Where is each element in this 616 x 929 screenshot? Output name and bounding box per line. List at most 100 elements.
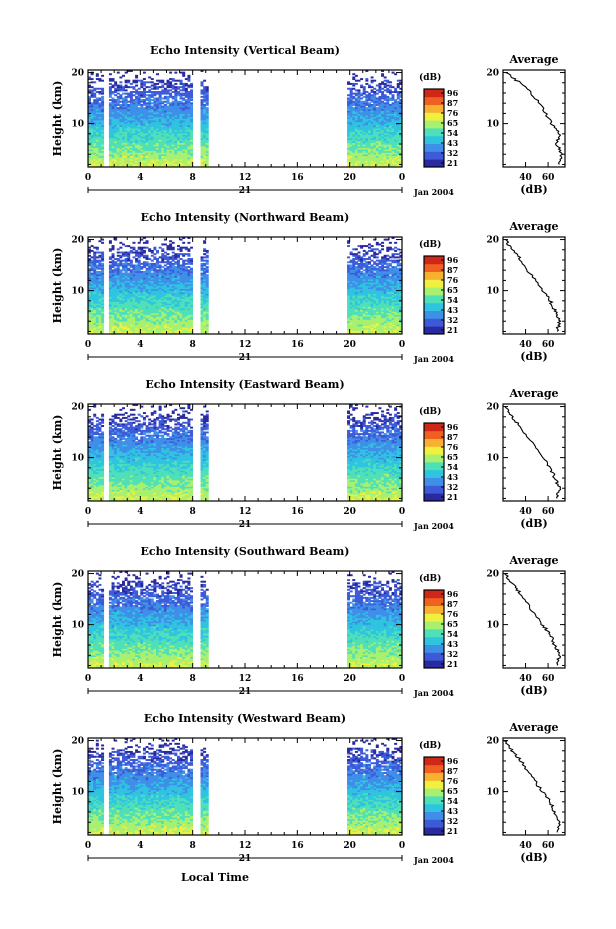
x-tick-label: 4 [137, 841, 143, 851]
colorbar-tick-label: 32 [447, 649, 458, 659]
colorbar-tick-label: 87 [447, 432, 458, 442]
avg-x-tick-label: 40 [519, 173, 532, 183]
colorbar-tick-label: 43 [447, 138, 459, 148]
colorbar-unit: (dB) [419, 72, 441, 83]
y-axis-label: Height (km) [51, 415, 64, 491]
colorbar-tick-label: 87 [447, 98, 458, 108]
x-tick-label: 0 [399, 173, 405, 183]
colorbar-tick-label: 96 [447, 589, 459, 599]
x-tick-label: 8 [190, 173, 196, 183]
x-tick-label: 16 [291, 507, 304, 517]
avg-x-tick-label: 40 [519, 340, 532, 350]
x-tick-label: 12 [239, 173, 252, 183]
colorbar-unit: (dB) [419, 406, 441, 417]
x-tick-label: 8 [190, 507, 196, 517]
y-tick-label: 10 [71, 120, 84, 130]
y-axis-label: Height (km) [51, 81, 64, 157]
x-tick-label: 20 [343, 507, 356, 517]
colorbar-tick-label: 87 [447, 766, 458, 776]
y-tick-label: 20 [71, 69, 84, 79]
y-ticks [88, 573, 402, 666]
average-title: Average [508, 721, 558, 734]
colorbar-tick-label: 54 [447, 128, 459, 138]
average-panel: Average 20 10 40 60(dB) [486, 554, 566, 697]
day-label: 21 [239, 520, 252, 530]
y-ticks [88, 740, 402, 833]
colorbar-tick-label: 43 [447, 472, 459, 482]
x-tick-label: 0 [399, 340, 405, 350]
avg-y-tick-label: 10 [486, 621, 499, 631]
average-frame [502, 236, 566, 335]
avg-y-tick-label: 20 [486, 69, 499, 79]
avg-y-tick-label: 20 [486, 403, 499, 413]
x-tick-label: 20 [343, 674, 356, 684]
colorbar-tick-label: 76 [447, 108, 459, 118]
average-title: Average [508, 220, 558, 233]
colorbar-tick-label: 21 [447, 325, 458, 335]
colorbar-tick-label: 43 [447, 305, 459, 315]
colorbar-tick-label: 65 [447, 285, 458, 295]
y-axis-label: Height (km) [51, 749, 64, 825]
colorbar-tick-label: 87 [447, 265, 458, 275]
colorbar-tick-label: 54 [447, 462, 459, 472]
panel-title: Echo Intensity (Northward Beam) [141, 211, 350, 224]
average-panel: Average 20 10 40 60(dB) [486, 721, 566, 864]
colorbar-tick-label: 96 [447, 88, 459, 98]
x-tick-label: 8 [190, 841, 196, 851]
panel-4: Echo Intensity (Westward Beam) 0 4 8 12 16 20 0… [51, 712, 566, 884]
x-tick-label: 0 [85, 507, 91, 517]
x-tick-label: 16 [291, 674, 304, 684]
y-tick-label: 20 [71, 236, 84, 246]
colorbar-tick-label: 32 [447, 315, 458, 325]
avg-y-tick-label: 20 [486, 236, 499, 246]
average-frame [502, 737, 566, 836]
avg-x-axis-label: (dB) [520, 851, 547, 864]
day-label: 21 [239, 854, 252, 864]
y-tick-label: 10 [71, 788, 84, 798]
avg-y-tick-label: 20 [486, 570, 499, 580]
panel-title: Echo Intensity (Vertical Beam) [150, 44, 340, 57]
average-profile-line [505, 72, 564, 165]
panel-title: Echo Intensity (Eastward Beam) [145, 378, 344, 391]
colorbar-tick-label: 96 [447, 756, 459, 766]
colorbar-tick-label: 32 [447, 148, 458, 158]
colorbar-tick-label: 32 [447, 482, 458, 492]
y-tick-label: 20 [71, 570, 84, 580]
y-ticks [88, 406, 402, 499]
colorbar-tick-label: 21 [447, 659, 458, 669]
panel-title: Echo Intensity (Westward Beam) [144, 712, 346, 725]
x-tick-label: 0 [399, 507, 405, 517]
colorbar-tick-label: 32 [447, 816, 458, 826]
x-tick-label: 20 [343, 841, 356, 851]
avg-y-tick-label: 20 [486, 737, 499, 747]
average-panel: Average 20 10 40 60(dB) [486, 53, 566, 196]
colorbar-tick-label: 54 [447, 295, 459, 305]
colorbar-tick-label: 96 [447, 422, 459, 432]
x-tick-label: 16 [291, 340, 304, 350]
date-label: Jan 2004 [413, 354, 454, 364]
average-profile-line [504, 406, 562, 499]
average-frame [502, 403, 566, 502]
x-tick-label: 16 [291, 173, 304, 183]
y-axis-label: Height (km) [51, 582, 64, 658]
average-panel: Average 20 10 40 60(dB) [486, 387, 566, 530]
x-tick-label: 8 [190, 674, 196, 684]
panel-1: Echo Intensity (Northward Beam) 0 4 8 12 16 20… [51, 211, 566, 364]
avg-x-axis-label: (dB) [520, 183, 547, 196]
average-panel: Average 20 10 40 60(dB) [486, 220, 566, 363]
x-tick-label: 16 [291, 841, 304, 851]
x-tick-label: 4 [137, 674, 143, 684]
x-tick-label: 0 [85, 841, 91, 851]
panel-0: Echo Intensity (Vertical Beam) 0 4 8 12 16 20 0… [51, 44, 566, 197]
day-label: 21 [239, 687, 252, 697]
date-label: Jan 2004 [413, 187, 454, 197]
colorbar-tick-label: 21 [447, 492, 458, 502]
x-tick-label: 12 [239, 674, 252, 684]
avg-y-tick-label: 10 [486, 454, 499, 464]
avg-x-tick-label: 40 [519, 507, 532, 517]
colorbar-tick-label: 76 [447, 609, 459, 619]
average-profile-line [505, 239, 562, 332]
x-tick-label: 0 [85, 173, 91, 183]
